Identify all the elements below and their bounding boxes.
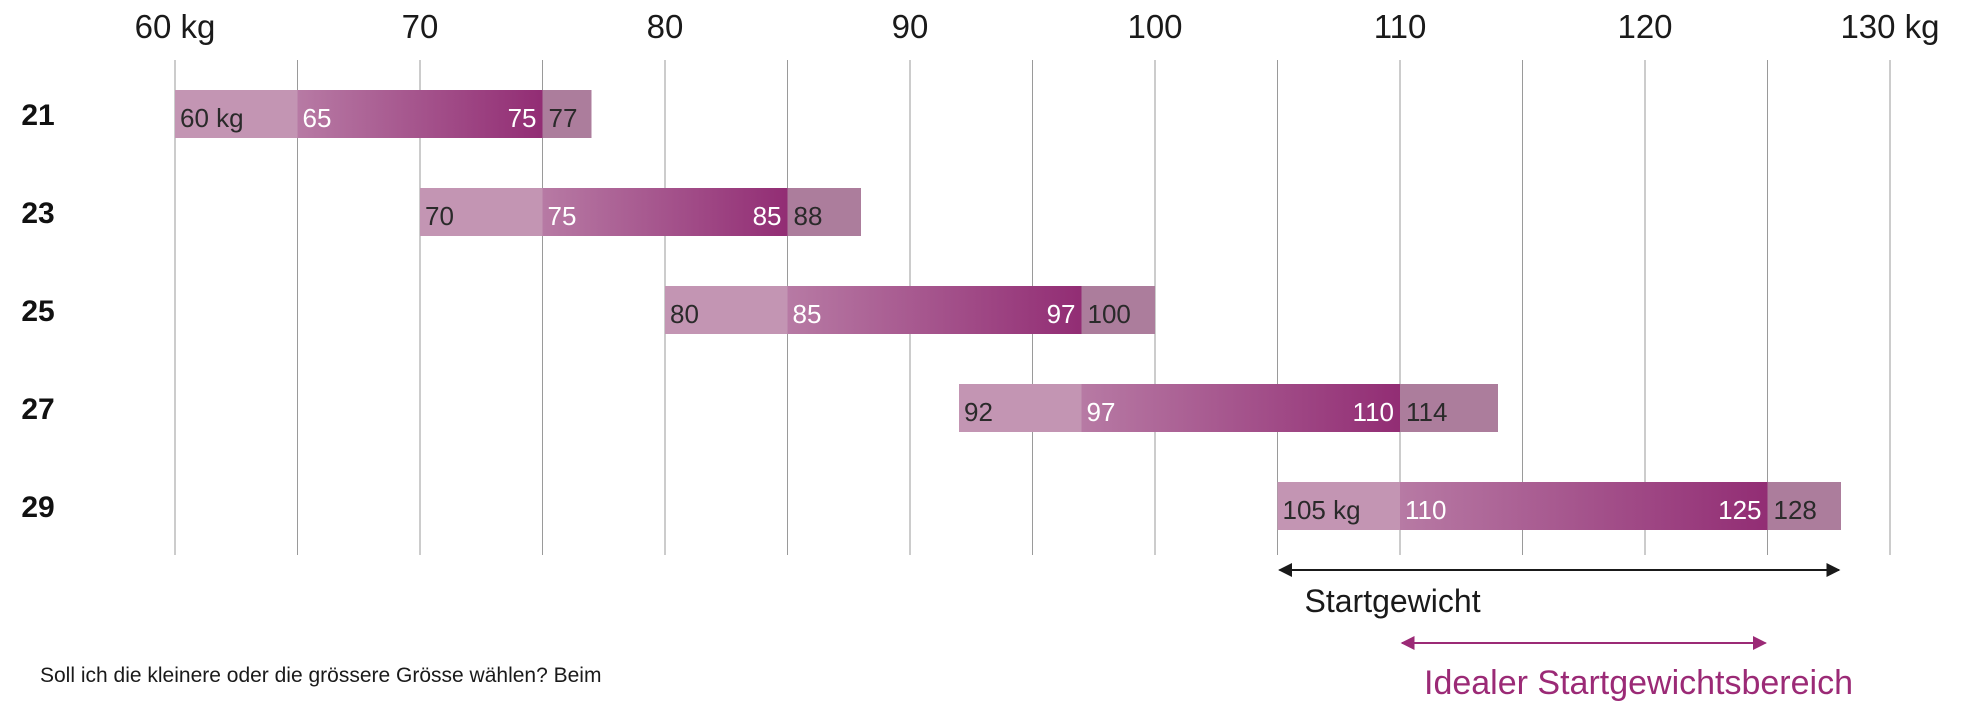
bar-max-segment [1767,482,1841,530]
annotations: Startgewicht Idealer Startgewichtsbereich [1278,563,1853,702]
row-labels: 21 23 25 27 29 [21,99,54,524]
bars: 60 kg 65 75 77 70 75 85 88 80 85 97 100 92 97 110 114 10… [175,90,1841,530]
bar-min-segment [175,90,298,138]
bar-min-segment [959,384,1082,432]
bar-label-min: 80 [670,299,699,329]
bar-label-ideal-start: 85 [793,299,822,329]
bar-ideal-segment [297,90,543,138]
row-label: 29 [21,491,54,524]
bar-ideal-segment [1400,482,1768,530]
x-tick-label: 110 [1374,8,1427,45]
x-tick-label: 120 [1617,8,1672,45]
x-tick-label: 90 [892,8,929,45]
bar-max-segment [787,188,861,236]
row-label: 27 [21,393,54,426]
bar-label-min: 92 [964,397,993,427]
ideal-range-label: Idealer Startgewichtsbereich [1424,664,1853,702]
bar-max-segment [542,90,592,138]
bar-label-ideal-end: 97 [1047,299,1076,329]
bar-label-max: 128 [1774,495,1817,525]
bar-label-ideal-start: 97 [1087,397,1116,427]
bar-min-segment [420,188,543,236]
bar-label-min: 70 [425,201,454,231]
footer-text: Soll ich die kleinere oder die grössere … [40,664,602,687]
bar-ideal-segment [1081,384,1400,432]
bar-label-ideal-start: 110 [1405,495,1446,525]
bar-label-max: 100 [1088,299,1131,329]
x-tick-label: 60 kg [135,8,216,45]
bar-label-max: 77 [549,103,578,133]
row-label: 25 [21,295,54,328]
x-tick-label: 130 kg [1840,8,1939,45]
x-tick-label: 80 [647,8,684,45]
bar-label-ideal-end: 85 [753,201,782,231]
bar-label-max: 88 [794,201,823,231]
row-label: 23 [21,197,54,230]
bar-label-ideal-start: 65 [303,103,332,133]
bar-label-ideal-end: 125 [1718,495,1761,525]
x-tick-label: 70 [402,8,439,45]
bar-min-segment [1277,482,1400,530]
bar-ideal-segment [787,286,1082,334]
bar-max-segment [1400,384,1498,432]
bar-label-ideal-end: 110 [1353,397,1394,427]
bar-label-min: 105 kg [1283,495,1361,525]
bar-min-segment [665,286,788,334]
bar-label-min: 60 kg [180,103,244,133]
bar-label-ideal-start: 75 [548,201,577,231]
startgewicht-label: Startgewicht [1305,583,1481,619]
bar-label-max: 114 [1406,397,1447,427]
x-tick-label: 100 [1127,8,1182,45]
x-axis-ticks: 60 kg 70 80 90 100 110 120 130 kg [135,8,1940,45]
row-label: 21 [21,99,54,132]
bar-ideal-segment [542,188,788,236]
bar-max-segment [1081,286,1155,334]
bar-label-ideal-end: 75 [508,103,537,133]
